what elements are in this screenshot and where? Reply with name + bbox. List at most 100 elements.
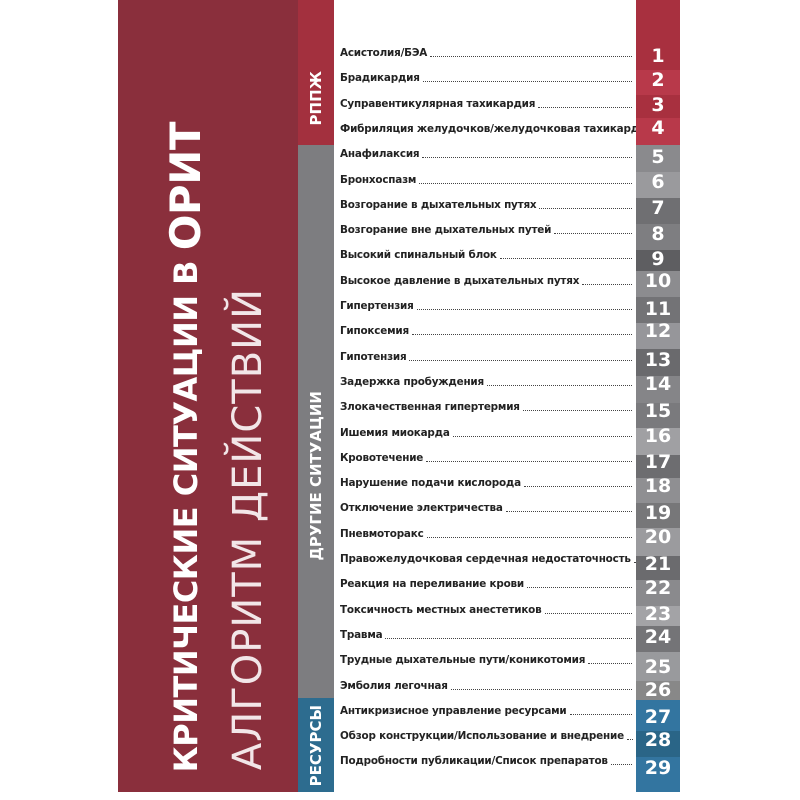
item-label: Нарушение подачи кислорода: [340, 477, 521, 490]
dot-leader: [430, 56, 632, 57]
page-tab[interactable]: 11: [644, 298, 672, 320]
list-item[interactable]: Отключение электричества: [340, 501, 632, 515]
page-tab[interactable]: 6: [651, 171, 665, 193]
dot-leader: [422, 81, 632, 83]
section-strip-other: ДРУГИЕ СИТУАЦИИ: [298, 145, 334, 698]
page-tab[interactable]: 19: [644, 502, 672, 524]
item-label: Возгорание в дыхательных путях: [340, 198, 537, 211]
tab-background: [636, 652, 680, 681]
page-tab[interactable]: 3: [651, 94, 665, 116]
section-strip-rppzh: РППЖ: [298, 0, 334, 145]
page-tab[interactable]: 7: [651, 197, 665, 219]
list-item[interactable]: Возгорание в дыхательных путях: [340, 198, 632, 212]
page-tab[interactable]: 25: [644, 656, 672, 678]
item-label: Антикризисное управление ресурсами: [340, 704, 567, 717]
page-tab[interactable]: 29: [644, 757, 672, 779]
page-tab[interactable]: 1: [651, 45, 665, 67]
page-tab[interactable]: 20: [644, 526, 672, 548]
tab-background: [636, 403, 680, 428]
page-tab[interactable]: 10: [644, 270, 672, 292]
page-tab[interactable]: 14: [644, 373, 672, 395]
list-item[interactable]: Гипертензия: [340, 299, 632, 313]
page-tab[interactable]: 8: [651, 223, 665, 245]
section-strip-resources: РЕСУРСЫ: [298, 698, 334, 792]
list-item[interactable]: Пневмоторакс: [340, 527, 632, 541]
dot-leader: [499, 258, 632, 260]
item-label: Эмболия легочная: [340, 679, 448, 692]
dot-leader: [610, 764, 632, 766]
tab-background: [636, 580, 680, 606]
section-label: РЕСУРСЫ: [307, 704, 325, 786]
tab-background: [636, 172, 680, 198]
item-label: Задержка пробуждения: [340, 375, 484, 388]
dot-leader: [554, 233, 632, 235]
list-item[interactable]: Гипотензия: [340, 350, 632, 364]
dot-leader: [544, 612, 632, 614]
title-line-2: АЛГОРИТМ ДЕЙСТВИЙ: [225, 287, 271, 770]
item-label: Высокое давление в дыхательных путях: [340, 274, 580, 287]
list-item[interactable]: Травма: [340, 628, 632, 642]
tab-background: [636, 455, 680, 478]
page-tab[interactable]: 27: [644, 706, 672, 728]
list-item[interactable]: Правожелудочковая сердечная недостаточно…: [340, 552, 640, 566]
tab-background: [636, 271, 680, 297]
list-item[interactable]: Высокий спинальный блок: [340, 248, 632, 262]
page-tab[interactable]: 28: [644, 729, 672, 751]
page-tab[interactable]: 5: [651, 146, 665, 168]
title-main: КРИТИЧЕСКИЕ СИТУАЦИИ В: [167, 260, 205, 772]
list-item[interactable]: Возгорание вне дыхательных путей: [340, 223, 632, 237]
list-item[interactable]: Задержка пробуждения: [340, 375, 632, 389]
list-item[interactable]: Суправентикулярная тахикардия: [340, 97, 632, 111]
page-tab[interactable]: 16: [644, 425, 672, 447]
list-item[interactable]: Ишемия миокарда: [340, 426, 632, 440]
dot-leader: [409, 359, 632, 361]
page-tab[interactable]: 17: [644, 451, 672, 473]
dot-leader: [416, 309, 632, 310]
list-item[interactable]: Трудные дыхательные пути/коникотомия: [340, 653, 632, 667]
tab-background: [636, 95, 680, 118]
page-tab[interactable]: 15: [644, 400, 672, 422]
page-tab[interactable]: 4: [651, 117, 665, 139]
dot-leader: [422, 157, 632, 159]
section-label: ДРУГИЕ СИТУАЦИИ: [307, 390, 325, 561]
page-tab[interactable]: 21: [644, 553, 672, 575]
list-item[interactable]: Гипоксемия: [340, 324, 632, 338]
list-item[interactable]: Анафилаксия: [340, 147, 632, 161]
item-label: Возгорание вне дыхательных путей: [340, 224, 552, 237]
page-tab[interactable]: 12: [644, 320, 672, 342]
dot-leader: [523, 486, 632, 488]
list-item[interactable]: Высокое давление в дыхательных путях: [340, 274, 632, 288]
tab-background: [636, 556, 680, 580]
tab-background: [636, 198, 680, 224]
list-item[interactable]: Злокачественная гипертермия: [340, 400, 632, 414]
dot-leader: [538, 106, 632, 108]
list-item[interactable]: Брадикардия: [340, 71, 632, 85]
page-tab[interactable]: 2: [651, 69, 665, 91]
list-item[interactable]: Асистолия/БЭА: [340, 46, 632, 60]
tab-background: [636, 731, 680, 757]
tab-background: [636, 626, 680, 652]
list-item[interactable]: Бронхоспазм: [340, 173, 632, 187]
list-item[interactable]: Подробности публикации/Список препаратов: [340, 754, 632, 768]
list-item[interactable]: Реакция на переливание крови: [340, 577, 632, 591]
list-item[interactable]: Токсичность местных анестетиков: [340, 603, 632, 617]
list-item[interactable]: Кровотечение: [340, 451, 632, 465]
list-item[interactable]: Обзор конструкции/Использование и внедре…: [340, 729, 633, 743]
list-item[interactable]: Фибриляция желудочков/желудочковая тахик…: [340, 122, 662, 136]
dot-leader: [569, 713, 632, 715]
list-item[interactable]: Эмболия легочная: [340, 679, 632, 693]
page-tab[interactable]: 26: [644, 679, 672, 701]
page-tab[interactable]: 18: [644, 475, 672, 497]
tab-background: [636, 528, 680, 556]
list-item[interactable]: Антикризисное управление ресурсами: [340, 704, 632, 718]
page-tab[interactable]: 13: [644, 349, 672, 371]
page-tab[interactable]: 23: [644, 603, 672, 625]
page-tab[interactable]: 24: [644, 626, 672, 648]
page-tab[interactable]: 22: [644, 577, 672, 599]
page-tabs: 1 2 3 4 5 6 7 8 9 10 11 12 13 14 15 16 17 18 19 20 21 22 23 24 2…: [636, 0, 680, 792]
item-label: Травма: [340, 628, 383, 641]
tab-background: [636, 224, 680, 250]
list-item[interactable]: Нарушение подачи кислорода: [340, 476, 632, 490]
title-line-1: КРИТИЧЕСКИЕ СИТУАЦИИ В ОРИТ: [160, 122, 212, 772]
page-tab[interactable]: 9: [651, 248, 665, 270]
